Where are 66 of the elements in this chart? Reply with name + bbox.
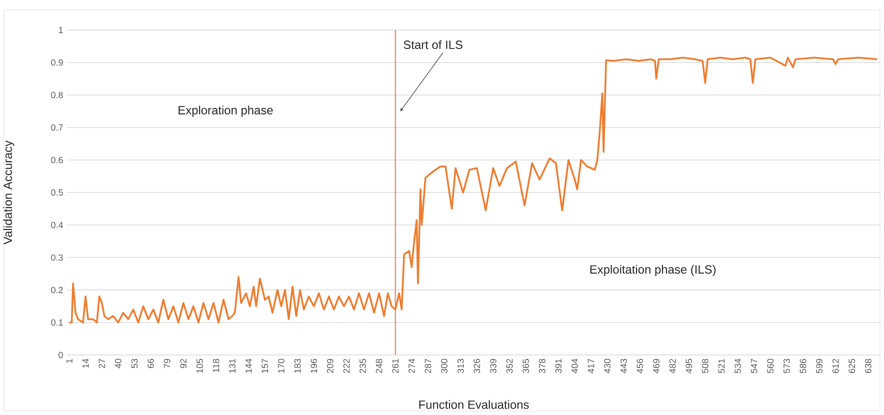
y-tick-label: 0.9 — [51, 59, 63, 66]
y-tick-label: 0.8 — [51, 92, 63, 98]
y-tick-label: 0.4 — [51, 222, 63, 228]
y-tick-label: 0.6 — [51, 156, 63, 164]
annotation: Exploration phase — [178, 106, 273, 117]
x-tick-label: 118 — [212, 358, 220, 372]
x-tick-label: 365 — [522, 358, 529, 374]
x-tick-label: 391 — [555, 358, 562, 374]
y-tick-label: 0.7 — [51, 124, 63, 131]
x-tick-label: 131 — [229, 358, 236, 373]
x-tick-label: 183 — [294, 358, 301, 373]
x-tick-label: 27 — [98, 358, 105, 368]
x-tick-label: 261 — [392, 358, 399, 374]
x-tick-label: 313 — [457, 358, 464, 374]
x-tick-label: 560 — [767, 358, 774, 374]
x-tick-label: 248 — [376, 358, 382, 374]
y-tick-label: 0 — [58, 352, 63, 358]
x-tick-label: 430 — [604, 358, 611, 374]
x-tick-label: 144 — [246, 358, 252, 373]
x-tick-label: 53 — [131, 358, 138, 368]
y-tick-label: 1 — [58, 26, 63, 34]
x-tick-label: 586 — [800, 358, 806, 374]
x-tick-label: 92 — [180, 358, 187, 368]
x-tick-label: 66 — [148, 358, 154, 368]
x-tick-label: 1 — [66, 358, 72, 363]
x-tick-label: 40 — [114, 358, 122, 368]
x-tick-label: 222 — [343, 358, 350, 374]
x-tick-label: 209 — [326, 358, 334, 374]
x-tick-label: 79 — [164, 358, 170, 368]
x-tick-label: 521 — [718, 358, 725, 374]
x-tick-label: 495 — [686, 358, 692, 374]
x-axis-title: Function Evaluations — [419, 400, 529, 409]
x-tick-label: 469 — [653, 358, 660, 374]
x-tick-label: 157 — [262, 358, 268, 373]
x-tick-label: 404 — [572, 358, 578, 374]
x-tick-label: 235 — [360, 358, 366, 374]
y-tick-label: 0.5 — [51, 189, 63, 196]
x-tick-label: 14 — [82, 358, 89, 368]
annotation: Exploitation phase (ILS) — [590, 264, 716, 276]
x-tick-label: 170 — [278, 358, 284, 373]
x-tick-label: 482 — [669, 358, 676, 374]
x-tick-label: 638 — [865, 358, 872, 374]
x-tick-label: 547 — [750, 358, 758, 374]
x-tick-label: 599 — [816, 358, 822, 374]
x-tick-label: 300 — [441, 358, 448, 374]
x-tick-label: 625 — [848, 358, 856, 374]
y-tick-label: 0.3 — [51, 254, 63, 261]
x-tick-label: 378 — [538, 358, 546, 374]
x-tick-label: 196 — [310, 358, 318, 373]
y-axis-title: Validation Accuracy — [3, 140, 14, 245]
x-tick-label: 274 — [408, 358, 415, 374]
y-tick-label: 0.1 — [51, 319, 63, 326]
annotation: Start of ILS — [404, 40, 462, 49]
x-tick-label: 534 — [734, 358, 741, 374]
x-tick-label: 105 — [196, 358, 203, 373]
x-tick-label: 612 — [832, 358, 839, 374]
x-tick-label: 287 — [424, 358, 432, 374]
x-tick-label: 443 — [620, 358, 627, 374]
x-tick-label: 339 — [490, 358, 496, 374]
x-tick-label: 508 — [702, 358, 708, 374]
x-tick-label: 417 — [588, 358, 594, 374]
x-tick-label: 456 — [636, 358, 644, 374]
y-tick-label: 0.2 — [51, 286, 63, 294]
x-tick-label: 352 — [506, 358, 513, 374]
x-tick-label: 326 — [474, 358, 480, 374]
x-tick-label: 573 — [784, 358, 790, 374]
